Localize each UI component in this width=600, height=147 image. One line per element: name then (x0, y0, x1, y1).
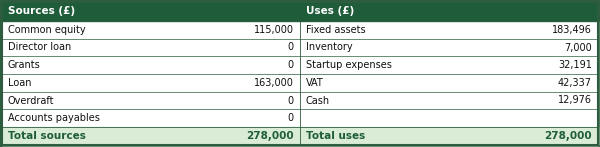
Text: 183,496: 183,496 (552, 25, 592, 35)
Text: Total sources: Total sources (8, 131, 86, 141)
Text: 32,191: 32,191 (558, 60, 592, 70)
Text: Uses (£): Uses (£) (306, 6, 354, 16)
Text: 0: 0 (288, 42, 294, 52)
Bar (2, 2, 598, 21)
Text: 278,000: 278,000 (544, 131, 592, 141)
Text: 0: 0 (288, 113, 294, 123)
Text: 163,000: 163,000 (254, 78, 294, 88)
Text: Fixed assets: Fixed assets (306, 25, 365, 35)
Text: 0: 0 (288, 60, 294, 70)
Text: 7,000: 7,000 (564, 42, 592, 52)
Text: Total uses: Total uses (306, 131, 365, 141)
Text: 0: 0 (288, 96, 294, 106)
Bar (2, 21, 598, 145)
Text: 42,337: 42,337 (558, 78, 592, 88)
Text: Sources (£): Sources (£) (8, 6, 75, 16)
Text: Director loan: Director loan (8, 42, 71, 52)
Text: Loan: Loan (8, 78, 32, 88)
Text: Inventory: Inventory (306, 42, 353, 52)
Bar (2, 127, 598, 145)
Text: 278,000: 278,000 (247, 131, 294, 141)
Text: 12,976: 12,976 (558, 96, 592, 106)
Text: Overdraft: Overdraft (8, 96, 55, 106)
Text: Startup expenses: Startup expenses (306, 60, 392, 70)
Text: Grants: Grants (8, 60, 41, 70)
Text: Common equity: Common equity (8, 25, 86, 35)
Text: 115,000: 115,000 (254, 25, 294, 35)
Text: Accounts payables: Accounts payables (8, 113, 100, 123)
Text: Cash: Cash (306, 96, 330, 106)
Text: VAT: VAT (306, 78, 324, 88)
